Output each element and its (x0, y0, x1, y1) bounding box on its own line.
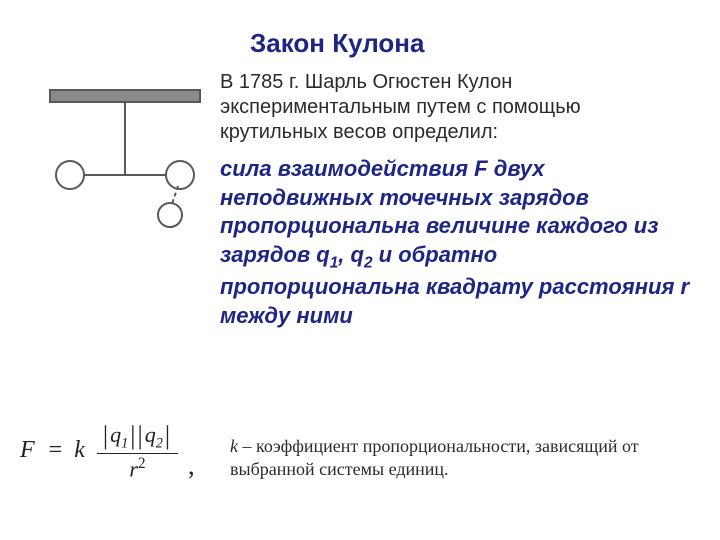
diagram-svg (40, 80, 210, 250)
slide: Закон Кулона В 1785 г. Шарль Огюстен Кул… (0, 0, 720, 540)
torsion-balance-diagram (40, 80, 210, 250)
coulomb-formula: F = k |q1||q2| r2 , (20, 420, 220, 481)
formula-F: F (20, 437, 35, 464)
diagram-ball-free (158, 203, 182, 227)
diagram-ball-right (166, 161, 194, 189)
formula-equals: = (49, 437, 63, 464)
intro-text: В 1785 г. Шарль Огюстен Кулон эксперимен… (220, 70, 690, 145)
formula-comma: , (188, 451, 195, 481)
formula-fraction: |q1||q2| r2 (97, 420, 178, 481)
k-note: k – коэффициент пропорциональности, зави… (230, 435, 690, 482)
diagram-top-bar (50, 90, 200, 102)
formula-k: k (74, 437, 85, 464)
formula-numerator: |q1||q2| (97, 420, 178, 454)
diagram-ball-left (56, 161, 84, 189)
formula-denominator: r2 (97, 454, 178, 480)
page-title: Закон Кулона (250, 28, 424, 59)
law-statement: сила взаимодействия F двух неподвижных т… (220, 155, 690, 330)
